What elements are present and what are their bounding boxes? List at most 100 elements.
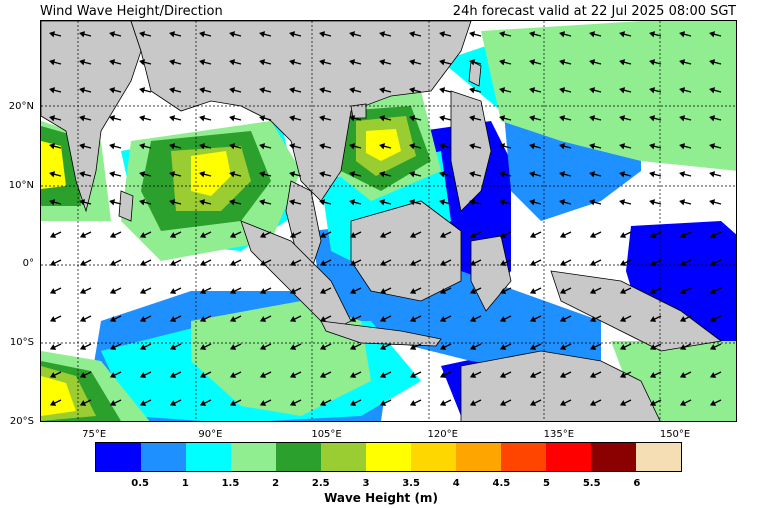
- direction-arrow-head: [379, 31, 386, 38]
- direction-arrow-head: [79, 316, 87, 322]
- direction-arrow-head: [199, 59, 206, 66]
- direction-arrow-head: [409, 260, 417, 266]
- direction-arrow-head: [649, 143, 656, 150]
- direction-arrow-head: [499, 400, 507, 406]
- direction-arrow-head: [709, 31, 716, 38]
- direction-arrow-head: [559, 316, 567, 322]
- direction-arrow-head: [469, 260, 477, 266]
- direction-arrow-head: [289, 171, 296, 178]
- direction-arrow-head: [469, 171, 476, 178]
- direction-arrow-head: [289, 87, 296, 94]
- direction-arrow-head: [559, 344, 567, 350]
- direction-arrow-head: [679, 260, 687, 266]
- direction-arrow-head: [499, 199, 506, 206]
- direction-arrow-head: [139, 372, 147, 378]
- direction-arrow-head: [289, 232, 297, 238]
- direction-arrow-head: [229, 288, 237, 294]
- direction-arrow-head: [679, 171, 686, 178]
- direction-arrow-head: [589, 232, 597, 238]
- direction-arrow-head: [529, 59, 536, 66]
- direction-arrow-head: [379, 171, 386, 178]
- direction-arrow-head: [649, 232, 657, 238]
- direction-arrow-head: [349, 31, 356, 38]
- direction-arrow-head: [709, 199, 716, 206]
- colorbar-tick-label: 1.5: [221, 478, 240, 489]
- direction-arrow-head: [709, 400, 717, 406]
- direction-arrow-head: [379, 199, 386, 206]
- direction-arrow-head: [649, 288, 657, 294]
- lat-tick-label: 0°: [22, 258, 34, 270]
- direction-arrow-head: [679, 199, 686, 206]
- direction-arrow-head: [139, 288, 147, 294]
- direction-arrow-head: [529, 316, 537, 322]
- direction-arrow-head: [289, 260, 297, 266]
- direction-arrow-head: [679, 59, 686, 66]
- direction-arrow-head: [169, 316, 177, 322]
- direction-arrow-head: [589, 372, 597, 378]
- direction-arrow-head: [649, 31, 656, 38]
- direction-arrow-head: [529, 400, 537, 406]
- direction-arrow-head: [439, 316, 447, 322]
- direction-arrow-head: [259, 260, 267, 266]
- land-sri-lanka: [118, 190, 134, 222]
- direction-arrow-head: [619, 171, 626, 178]
- direction-arrow-head: [589, 199, 596, 206]
- direction-arrow-head: [139, 59, 146, 66]
- direction-arrow-head: [169, 288, 177, 294]
- direction-arrow-head: [229, 199, 236, 206]
- direction-arrow-head: [559, 232, 567, 238]
- colorbar-tick-label: 2: [272, 478, 280, 489]
- direction-arrow-head: [229, 316, 237, 322]
- direction-arrow-head: [619, 288, 627, 294]
- direction-arrow-head: [319, 260, 327, 266]
- direction-arrow-head: [229, 260, 237, 266]
- direction-arrow-head: [169, 143, 176, 150]
- direction-arrow-head: [229, 143, 236, 150]
- lon-tick-label: 105°E: [311, 429, 342, 440]
- direction-arrow-head: [319, 115, 326, 122]
- direction-arrow-head: [589, 260, 597, 266]
- colorbar-swatch: [501, 443, 546, 471]
- direction-arrow-head: [619, 344, 627, 350]
- direction-arrow-head: [349, 59, 356, 66]
- direction-arrow-head: [469, 143, 476, 150]
- direction-arrow-head: [589, 316, 597, 322]
- direction-arrow-head: [139, 232, 147, 238]
- colorbar: [95, 442, 682, 472]
- direction-arrow-head: [409, 31, 416, 38]
- direction-arrow-head: [49, 372, 57, 378]
- direction-arrow-head: [709, 316, 717, 322]
- direction-arrow-head: [709, 372, 717, 378]
- direction-arrow-head: [499, 344, 507, 350]
- direction-arrow-head: [79, 288, 87, 294]
- direction-arrow-head: [139, 260, 147, 266]
- direction-arrow-head: [439, 400, 447, 406]
- direction-arrow-head: [649, 59, 656, 66]
- direction-arrow-head: [169, 59, 176, 66]
- direction-arrow-head: [379, 143, 386, 150]
- direction-arrow-head: [499, 232, 507, 238]
- direction-arrow-head: [79, 260, 87, 266]
- direction-arrow-head: [229, 31, 236, 38]
- direction-arrow-head: [109, 171, 116, 178]
- direction-arrow-head: [679, 288, 687, 294]
- direction-arrow-head: [109, 87, 116, 94]
- direction-arrow-head: [469, 199, 476, 206]
- direction-arrow-head: [109, 143, 116, 150]
- direction-arrow-head: [319, 199, 326, 206]
- colorbar-tick-label: 6: [633, 478, 641, 489]
- direction-arrow-head: [379, 344, 387, 350]
- direction-arrow-head: [259, 59, 266, 66]
- colorbar-tick-label: 4: [452, 478, 460, 489]
- direction-arrow-head: [109, 372, 117, 378]
- direction-arrow-head: [319, 288, 327, 294]
- direction-arrow-head: [259, 316, 267, 322]
- direction-arrow-head: [319, 316, 327, 322]
- direction-arrow-head: [229, 115, 236, 122]
- colorbar-swatch: [231, 443, 276, 471]
- direction-arrow-head: [559, 31, 566, 38]
- direction-arrow-head: [49, 344, 57, 350]
- direction-arrow-head: [409, 400, 417, 406]
- direction-arrow-head: [499, 59, 506, 66]
- direction-arrow-head: [79, 344, 87, 350]
